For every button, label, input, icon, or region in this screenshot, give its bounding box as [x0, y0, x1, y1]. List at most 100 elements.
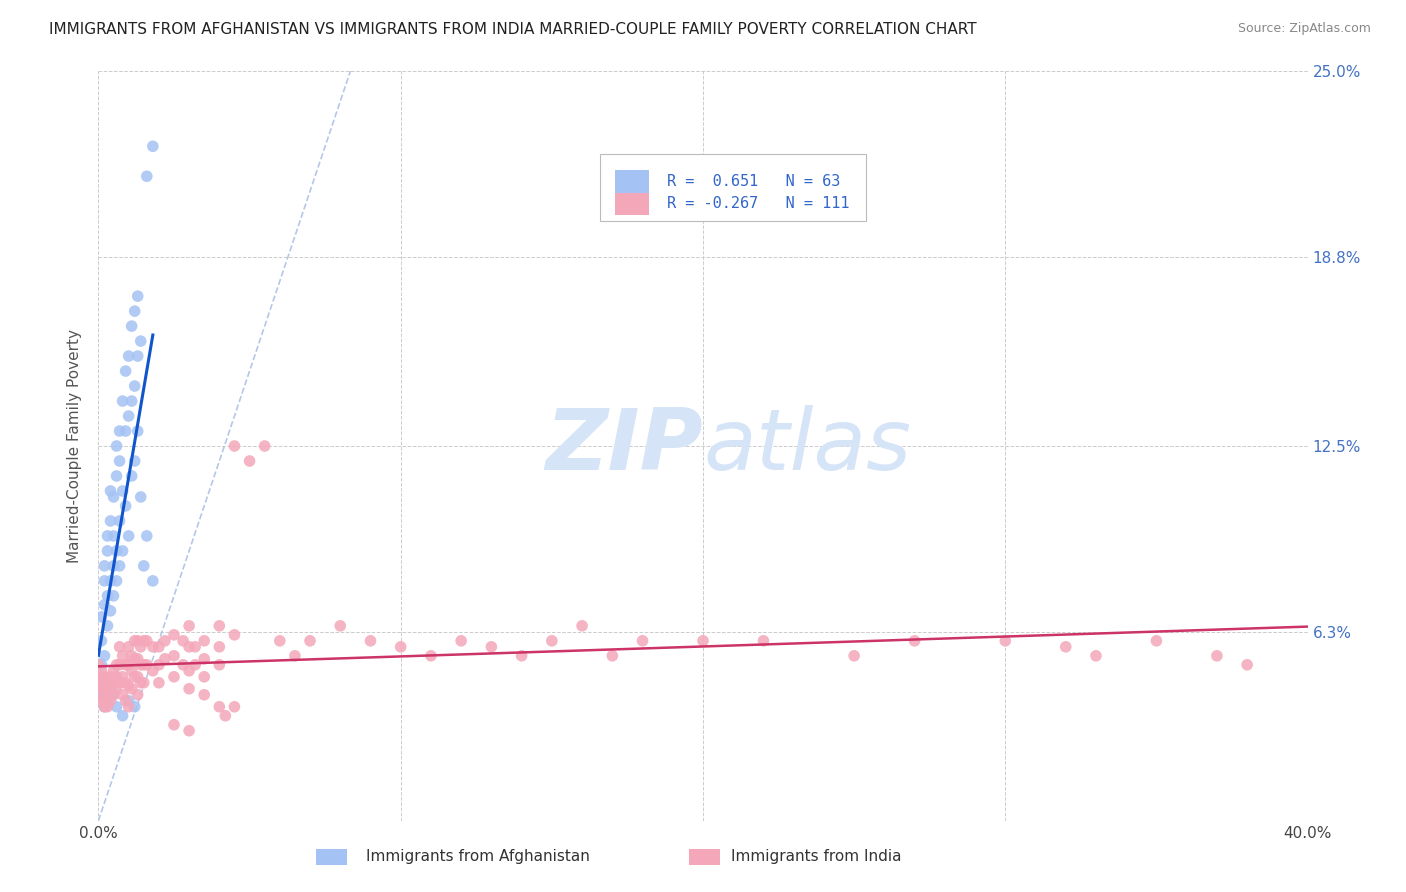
- Point: [100, 604, 122, 618]
- Point: [100, 694, 122, 708]
- Point: [1236, 657, 1258, 672]
- Point: [105, 544, 128, 558]
- Point: [631, 633, 654, 648]
- Point: [214, 708, 236, 723]
- Point: [96, 675, 118, 690]
- Point: [96, 529, 118, 543]
- Point: [105, 574, 128, 588]
- Point: [329, 619, 352, 633]
- Point: [692, 633, 714, 648]
- Point: [1085, 648, 1108, 663]
- Point: [96, 589, 118, 603]
- Point: [93, 558, 115, 573]
- Point: [90, 688, 112, 702]
- Point: [93, 574, 115, 588]
- Point: [118, 349, 141, 363]
- Point: [994, 633, 1017, 648]
- Point: [124, 379, 146, 393]
- Text: atlas: atlas: [703, 404, 911, 488]
- Point: [121, 664, 143, 678]
- Point: [93, 648, 115, 663]
- Point: [118, 640, 141, 654]
- Point: [100, 679, 122, 693]
- Point: [90, 679, 112, 693]
- Point: [752, 633, 775, 648]
- Point: [142, 640, 165, 654]
- Point: [163, 648, 186, 663]
- Point: [904, 633, 927, 648]
- Point: [844, 648, 866, 663]
- Point: [118, 529, 141, 543]
- Point: [100, 681, 122, 696]
- Point: [179, 664, 201, 678]
- Point: [129, 490, 152, 504]
- Point: [148, 640, 170, 654]
- Point: [135, 657, 157, 672]
- Point: [142, 574, 165, 588]
- Point: [127, 349, 149, 363]
- Point: [172, 657, 194, 672]
- Point: [510, 648, 533, 663]
- Point: [103, 675, 125, 690]
- Point: [193, 633, 215, 648]
- Point: [96, 544, 118, 558]
- Point: [93, 598, 115, 612]
- Point: [129, 657, 152, 672]
- Point: [114, 675, 136, 690]
- Point: [90, 610, 112, 624]
- Point: [224, 628, 246, 642]
- Point: [108, 675, 131, 690]
- Text: R =  0.651   N = 63: R = 0.651 N = 63: [666, 174, 841, 189]
- Point: [100, 514, 122, 528]
- Point: [284, 648, 307, 663]
- Point: [124, 670, 146, 684]
- FancyBboxPatch shape: [600, 153, 866, 221]
- Point: [132, 558, 155, 573]
- Point: [96, 694, 118, 708]
- Point: [224, 439, 246, 453]
- Point: [105, 670, 128, 684]
- Point: [111, 708, 134, 723]
- Point: [87, 679, 110, 693]
- Point: [124, 304, 146, 318]
- Point: [129, 334, 152, 348]
- Point: [111, 483, 134, 498]
- Point: [184, 657, 207, 672]
- Point: [389, 640, 412, 654]
- Point: [118, 679, 141, 693]
- Point: [127, 633, 149, 648]
- Point: [93, 694, 115, 708]
- Point: [124, 454, 146, 468]
- Point: [111, 670, 134, 684]
- Point: [114, 424, 136, 438]
- Point: [87, 688, 110, 702]
- Y-axis label: Married-Couple Family Poverty: Married-Couple Family Poverty: [67, 329, 83, 563]
- Point: [1206, 648, 1229, 663]
- Point: [96, 688, 118, 702]
- Point: [127, 670, 149, 684]
- Point: [163, 717, 186, 731]
- Point: [93, 681, 115, 696]
- Text: R = -0.267   N = 111: R = -0.267 N = 111: [666, 196, 849, 211]
- Point: [111, 688, 134, 702]
- Point: [142, 664, 165, 678]
- Point: [269, 633, 291, 648]
- Point: [124, 633, 146, 648]
- Text: ZIP: ZIP: [546, 404, 703, 488]
- Point: [90, 657, 112, 672]
- Point: [208, 657, 231, 672]
- Point: [105, 681, 128, 696]
- Point: [253, 439, 276, 453]
- Text: Source: ZipAtlas.com: Source: ZipAtlas.com: [1237, 22, 1371, 36]
- Point: [103, 558, 125, 573]
- Point: [121, 469, 143, 483]
- FancyBboxPatch shape: [614, 170, 648, 193]
- Point: [127, 289, 149, 303]
- Point: [132, 633, 155, 648]
- Point: [420, 648, 443, 663]
- Point: [132, 657, 155, 672]
- Point: [127, 688, 149, 702]
- Point: [124, 652, 146, 666]
- Point: [135, 633, 157, 648]
- Point: [1144, 633, 1167, 648]
